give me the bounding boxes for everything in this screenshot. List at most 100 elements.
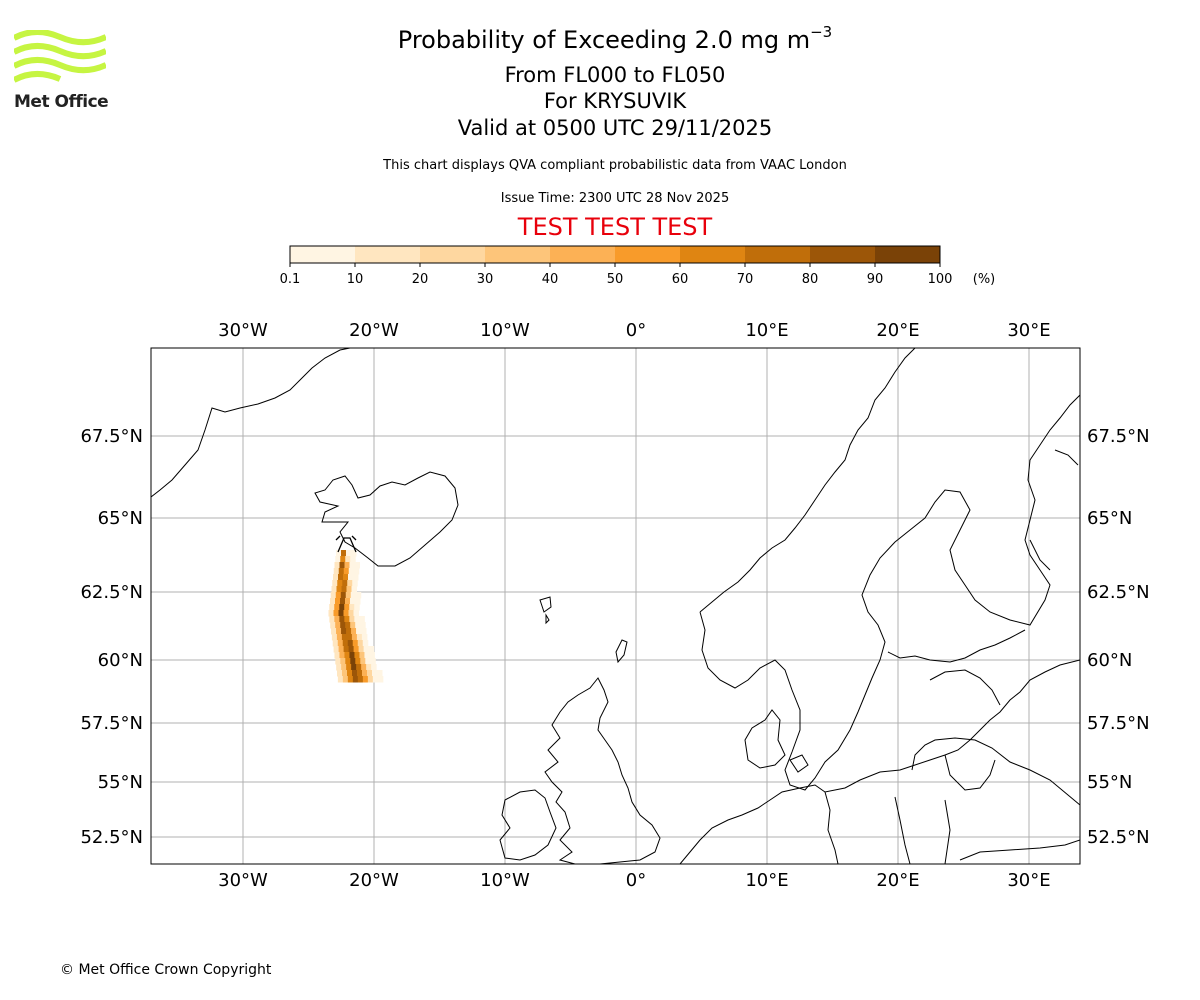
ash-cell bbox=[356, 664, 362, 671]
lat-label: 65°N bbox=[1087, 508, 1132, 529]
ireland-coast bbox=[499, 789, 557, 861]
scandinavia-coast bbox=[699, 348, 1080, 791]
ash-cell bbox=[356, 634, 363, 641]
ash-cell bbox=[344, 604, 350, 611]
great-britain-coast bbox=[544, 677, 661, 864]
ash-cell bbox=[340, 598, 346, 605]
ash-cell bbox=[371, 664, 377, 671]
ash-cell bbox=[337, 640, 344, 647]
lat-label: 60°N bbox=[98, 650, 143, 671]
lat-labels-left: 67.5°N 65°N 62.5°N 60°N 57.5°N 55°N 52.5°N bbox=[80, 426, 143, 848]
ash-cell bbox=[347, 676, 354, 683]
ash-cell bbox=[342, 676, 349, 683]
iceland-coast bbox=[314, 471, 459, 567]
ash-cell bbox=[356, 628, 362, 635]
ash-cell bbox=[360, 658, 366, 665]
ash-cell bbox=[346, 550, 352, 557]
ash-cell bbox=[338, 568, 345, 575]
colorbar-tick-label: 70 bbox=[737, 272, 754, 287]
ash-cell bbox=[359, 616, 365, 623]
map-background bbox=[151, 348, 1080, 864]
lon-label: 10°E bbox=[745, 870, 788, 891]
ash-cell bbox=[332, 580, 338, 587]
lat-label: 52.5°N bbox=[1087, 827, 1150, 848]
ash-cell bbox=[346, 634, 353, 641]
qva-note: This chart displays QVA compliant probab… bbox=[383, 158, 847, 173]
ash-cell bbox=[366, 664, 372, 671]
title-text: Probability of Exceeding 2.0 mg m bbox=[397, 26, 811, 54]
ash-cell bbox=[336, 586, 342, 593]
ash-cell bbox=[333, 610, 339, 617]
lat-label: 57.5°N bbox=[80, 713, 143, 734]
ash-cell bbox=[344, 562, 350, 569]
ash-cell bbox=[338, 646, 345, 653]
ash-cell bbox=[353, 568, 360, 575]
ash-cell bbox=[342, 640, 349, 647]
denmark-coast bbox=[744, 709, 786, 769]
ash-cell bbox=[347, 580, 353, 587]
colorbar-tick-label: 90 bbox=[867, 272, 884, 287]
ash-cell bbox=[357, 670, 363, 677]
lat-label: 67.5°N bbox=[80, 426, 143, 447]
ash-cell bbox=[352, 580, 358, 587]
ash-cell bbox=[364, 652, 370, 659]
copyright: © Met Office Crown Copyright bbox=[60, 962, 272, 978]
ash-cell bbox=[351, 634, 358, 641]
ash-cell bbox=[329, 604, 335, 611]
colorbar-cell bbox=[290, 246, 356, 263]
colorbar-tick-label: 20 bbox=[412, 272, 429, 287]
ash-cell bbox=[359, 652, 365, 659]
europe-coast bbox=[679, 659, 1080, 864]
lon-labels-top: 30°W 20°W 10°W 0° 10°E 20°E 30°E bbox=[218, 320, 1050, 341]
ash-cell bbox=[340, 658, 346, 665]
colorbar-cell bbox=[810, 246, 876, 263]
ash-cell bbox=[367, 670, 373, 677]
ash-cell bbox=[348, 568, 355, 575]
ash-cell bbox=[335, 658, 341, 665]
ash-cell bbox=[354, 604, 360, 611]
ash-cell bbox=[348, 610, 354, 617]
ash-cell bbox=[335, 622, 341, 629]
ash-cell bbox=[346, 586, 352, 593]
ash-cell bbox=[365, 658, 371, 665]
ash-cell bbox=[353, 574, 359, 581]
ash-cell bbox=[348, 646, 355, 653]
colorbar-cell bbox=[355, 246, 421, 263]
lat-label: 55°N bbox=[1087, 772, 1132, 793]
colorbar-cell bbox=[485, 246, 551, 263]
colorbar: 0.1 10 20 30 40 50 60 70 80 90 100 (%) bbox=[280, 245, 996, 287]
lon-label: 30°W bbox=[218, 870, 268, 891]
issue-time: Issue Time: 2300 UTC 28 Nov 2025 bbox=[500, 191, 730, 206]
ash-cell bbox=[362, 640, 369, 647]
lon-label: 30°E bbox=[1007, 320, 1050, 341]
ash-cell bbox=[361, 634, 368, 641]
ash-cell bbox=[328, 610, 334, 617]
ash-cell bbox=[346, 628, 352, 635]
lat-label: 67.5°N bbox=[1087, 426, 1150, 447]
colorbar-cell bbox=[875, 246, 941, 263]
colorbar-unit: (%) bbox=[973, 272, 996, 287]
ash-cell bbox=[355, 598, 361, 605]
ash-cell bbox=[370, 658, 376, 665]
ash-cell bbox=[367, 676, 374, 683]
chart-title: Probability of Exceeding 2.0 mg m−3 bbox=[15, 23, 1200, 54]
ash-cell bbox=[336, 628, 342, 635]
ash-cell bbox=[344, 652, 350, 659]
ash-cell bbox=[353, 610, 359, 617]
ash-cell bbox=[333, 574, 339, 581]
ash-cell bbox=[335, 592, 342, 599]
ash-cell bbox=[363, 646, 370, 653]
lat-label: 57.5°N bbox=[1087, 713, 1150, 734]
ash-cell bbox=[333, 568, 340, 575]
ash-cell bbox=[346, 664, 352, 671]
ash-cell bbox=[352, 670, 358, 677]
ash-cell bbox=[354, 652, 360, 659]
ash-cell bbox=[343, 568, 350, 575]
flight-levels: From FL000 to FL050 bbox=[504, 63, 726, 87]
ash-cell bbox=[377, 670, 383, 677]
ash-cell bbox=[345, 622, 351, 629]
ash-cell bbox=[345, 658, 351, 665]
ash-cell bbox=[334, 616, 340, 623]
shetland-coast bbox=[615, 639, 628, 664]
ash-cell bbox=[361, 628, 367, 635]
